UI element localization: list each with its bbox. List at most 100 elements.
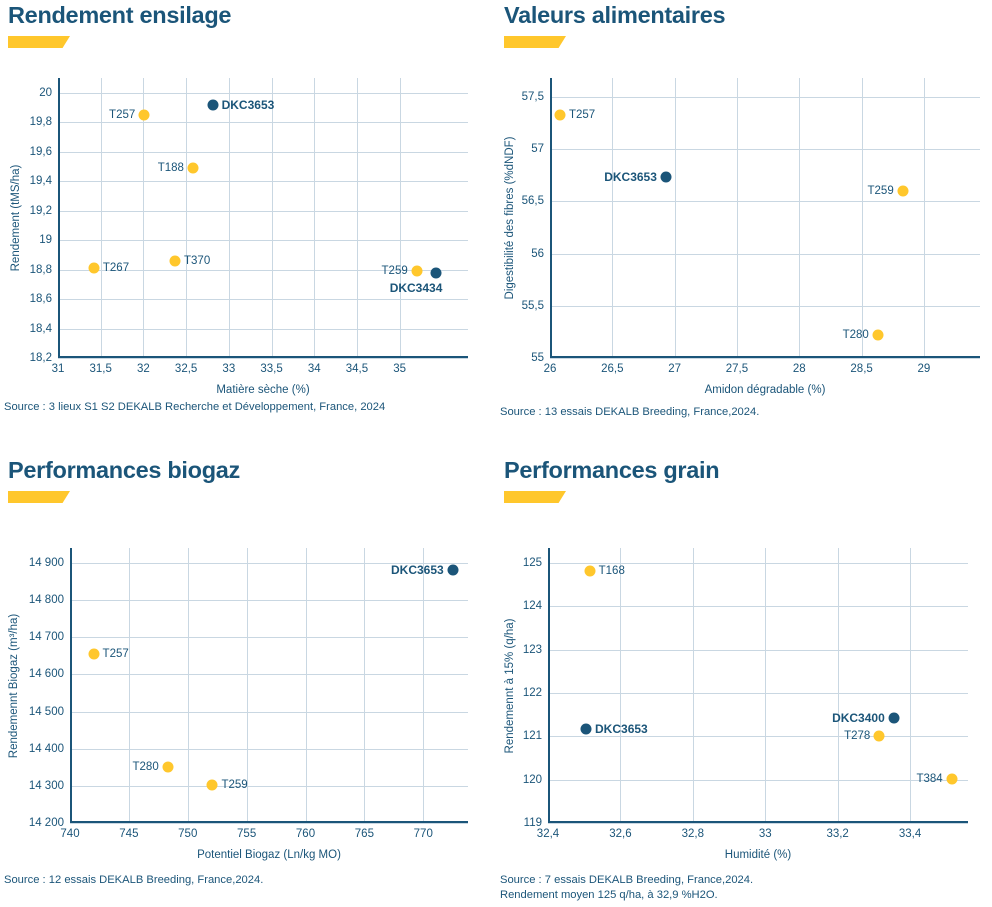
x-axis-tick-label: 35 bbox=[393, 363, 407, 375]
page-title: Performances grain bbox=[504, 457, 720, 483]
gridline-horizontal bbox=[550, 305, 980, 307]
plot-axes bbox=[550, 78, 980, 358]
data-point bbox=[138, 109, 150, 121]
data-point bbox=[872, 329, 884, 341]
gridline-horizontal bbox=[58, 240, 468, 242]
chart-source-note: Source : 12 essais DEKALB Breeding, Fran… bbox=[4, 873, 263, 888]
x-axis-tick-label: 31,5 bbox=[89, 363, 112, 375]
y-axis-tick-label: 125 bbox=[522, 557, 542, 570]
y-axis-tick-label: 14 600 bbox=[28, 668, 64, 681]
y-axis-tick-label: 56 bbox=[531, 247, 544, 260]
source-line: Source : 7 essais DEKALB Breeding, Franc… bbox=[500, 874, 754, 886]
data-point bbox=[88, 648, 100, 660]
gridline-horizontal bbox=[548, 779, 968, 781]
gridline-horizontal bbox=[70, 600, 468, 602]
gridline-horizontal bbox=[550, 201, 980, 203]
y-axis-tick-label: 123 bbox=[522, 643, 542, 656]
data-point bbox=[187, 162, 199, 174]
y-axis-tick-label: 18,8 bbox=[29, 263, 52, 276]
y-axis-tick-label: 18,2 bbox=[29, 352, 52, 364]
scatter-chart-rendement-ensilage: 18,2 18,4 18,6 18,8 19 19,2 19,4 19,6 19,8 20 31 31… bbox=[0, 0, 496, 455]
x-axis-tick-label: 27 bbox=[668, 363, 682, 375]
y-axis-title: Digestibilité des fibres (%dNDF) bbox=[504, 136, 516, 300]
x-axis-tick-label: 34,5 bbox=[345, 363, 369, 375]
gridline-horizontal bbox=[70, 674, 468, 676]
y-axis-tick-label: 14 200 bbox=[28, 817, 64, 829]
y-axis-title: Rendement (tMS/ha) bbox=[10, 164, 22, 272]
gridline-vertical bbox=[314, 78, 316, 358]
data-point-label: T280 bbox=[132, 761, 159, 774]
gridline-vertical bbox=[356, 78, 358, 358]
x-axis-tick-label: 32,4 bbox=[536, 828, 560, 840]
plot-axes bbox=[58, 78, 468, 358]
y-axis-tick-label: 14 900 bbox=[28, 556, 64, 569]
scatter-chart-valeurs-alimentaires: 55 55,5 56 56,5 57 57,5 26 26,5 27 27,5 28 28,5 29 Am… bbox=[496, 0, 992, 455]
gridline-horizontal bbox=[70, 637, 468, 639]
gridline-vertical bbox=[364, 548, 366, 823]
data-point-label: DKC3434 bbox=[389, 280, 443, 295]
x-axis-tick-label: 32,8 bbox=[681, 828, 705, 840]
gridline-horizontal bbox=[70, 711, 468, 713]
y-axis-tick-label: 55,5 bbox=[521, 299, 544, 312]
source-line: Source : 12 essais DEKALB Breeding, Fran… bbox=[4, 874, 264, 886]
x-axis-title: Amidon dégradable (%) bbox=[704, 384, 826, 396]
gridline-vertical bbox=[837, 548, 839, 823]
gridline-horizontal bbox=[550, 149, 980, 151]
x-axis-tick-label: 33 bbox=[222, 363, 236, 375]
data-point bbox=[888, 712, 900, 724]
data-point-label: T267 bbox=[102, 262, 130, 275]
x-axis-tick-label: 745 bbox=[119, 828, 139, 840]
data-point bbox=[873, 730, 885, 742]
gridline-horizontal bbox=[548, 823, 968, 824]
y-axis-tick-label: 19,8 bbox=[29, 116, 52, 129]
data-point-label: T168 bbox=[598, 564, 625, 577]
title-underline-accent bbox=[8, 491, 70, 503]
data-point bbox=[430, 267, 442, 279]
gridline-horizontal bbox=[70, 785, 468, 787]
scatter-chart-performances-biogaz: 14 200 14 300 14 400 14 500 14 600 14 700 14 8… bbox=[0, 455, 496, 907]
gridline-horizontal bbox=[70, 562, 468, 564]
gridline-horizontal bbox=[548, 563, 968, 565]
y-axis-tick-label: 124 bbox=[522, 600, 542, 613]
gridline-horizontal bbox=[548, 736, 968, 738]
page-title: Valeurs alimentaires bbox=[504, 2, 726, 28]
y-axis-tick-label: 57,5 bbox=[521, 90, 544, 103]
x-axis-tick-label: 770 bbox=[413, 828, 433, 840]
gridline-vertical bbox=[423, 548, 425, 823]
gridline-vertical bbox=[187, 548, 189, 823]
scatter-chart-performances-grain: 119 120 121 122 123 124 125 32,4 32,6 32,8 33 33,2 3… bbox=[496, 455, 992, 907]
gridline-vertical bbox=[128, 548, 130, 823]
x-axis-tick-label: 32 bbox=[137, 363, 150, 375]
y-axis-tick-label: 119 bbox=[523, 817, 542, 829]
gridline-vertical bbox=[100, 78, 102, 358]
y-axis-tick-label: 19,6 bbox=[29, 145, 52, 158]
gridline-horizontal bbox=[550, 358, 980, 359]
data-point bbox=[447, 564, 459, 576]
data-point bbox=[660, 171, 672, 183]
plot-axes bbox=[548, 548, 968, 823]
gridline-vertical bbox=[271, 78, 273, 358]
gridline-horizontal bbox=[58, 210, 468, 212]
data-point-label: DKC3653 bbox=[221, 97, 275, 112]
data-point-label: T257 bbox=[568, 108, 596, 121]
page-title: Performances biogaz bbox=[8, 457, 240, 483]
data-point-label: T370 bbox=[184, 254, 211, 267]
data-point-label: T188 bbox=[157, 161, 184, 174]
data-point bbox=[169, 255, 181, 267]
x-axis-tick-label: 28 bbox=[792, 363, 806, 375]
data-point bbox=[411, 265, 423, 277]
gridline-vertical bbox=[305, 548, 307, 823]
gridline-horizontal bbox=[550, 253, 980, 255]
gridline-vertical bbox=[799, 78, 801, 358]
x-axis-tick-label: 28,5 bbox=[850, 363, 873, 375]
x-axis-tick-label: 34 bbox=[307, 363, 321, 375]
panel-rendement-ensilage: Rendement ensilage 18,2 18,4 18,6 18,8 19 19,… bbox=[0, 0, 496, 455]
gridline-vertical bbox=[765, 548, 767, 823]
x-axis-tick-label: 33 bbox=[758, 828, 772, 840]
gridline-horizontal bbox=[58, 358, 468, 359]
data-point-label: DKC3653 bbox=[604, 170, 657, 185]
y-axis-title: Rendemennt Biogaz (m³/ha) bbox=[8, 613, 20, 758]
data-point-label: T259 bbox=[867, 184, 894, 197]
gridline-horizontal bbox=[548, 606, 968, 608]
